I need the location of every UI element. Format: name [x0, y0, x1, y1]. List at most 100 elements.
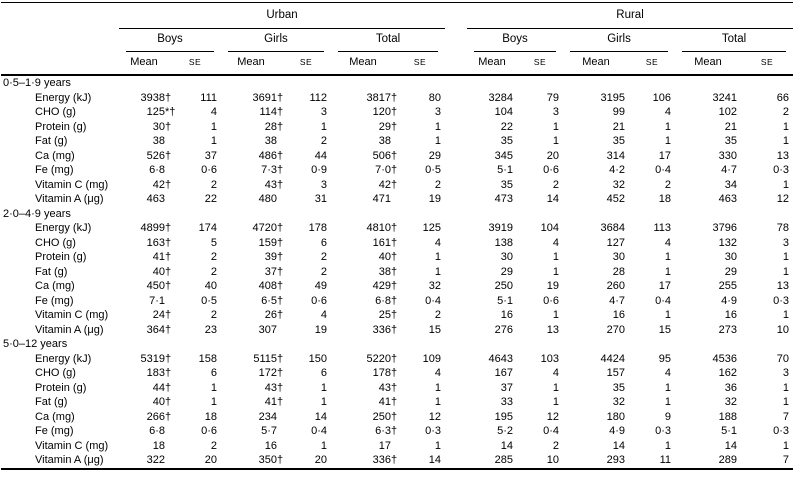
- se-value: 1: [434, 120, 442, 133]
- nutrient-label: Vitamin A (μg): [35, 454, 104, 466]
- se-value: 1: [210, 396, 217, 408]
- se-value: 66: [776, 91, 790, 104]
- mean-value: 3284: [488, 91, 514, 104]
- nutrient-label: Ca (mg): [35, 410, 75, 423]
- se-value: 1: [552, 135, 560, 147]
- mean-value: 40†: [152, 396, 172, 408]
- se-value: 1: [664, 120, 672, 133]
- table-row: Fe (mg) 6·8 0·6 5·7 0·4 6·3† 0·3 5·2 0·4 4·9 0·3 5·…: [1, 424, 793, 439]
- table-row: Ca (mg) 266† 18 234 14 250† 12 195 12 180 9 188 7: [1, 410, 793, 425]
- mean-value: 43†: [378, 381, 398, 394]
- mean-value: 3919: [488, 222, 514, 234]
- table-row: Fe (mg) 6·8 0·6 7·3† 0·9 7·0† 0·5 5·1 0·6 4·2 0·4 4…: [1, 163, 793, 178]
- mean-value: 102: [718, 106, 738, 118]
- se-value: 1: [782, 265, 790, 278]
- se-value: 178: [308, 222, 327, 234]
- table-header: Urban Rural Boys Girls Total Boys Girls …: [1, 2, 794, 76]
- se-value: 106: [652, 91, 672, 104]
- se-value: 3: [320, 178, 327, 191]
- se-value: 1: [434, 381, 442, 394]
- column-spacer: [445, 236, 467, 251]
- mean-value: 138: [494, 236, 514, 249]
- column-spacer: [445, 163, 467, 178]
- se-value: 104: [540, 222, 560, 234]
- se-header: SE: [281, 52, 331, 76]
- se-value: 174: [198, 222, 217, 234]
- mean-value: 41†: [264, 396, 284, 408]
- age-group-label: 5·0–12 years: [3, 338, 68, 350]
- se-value: 19: [428, 193, 442, 205]
- se-value: 20: [314, 454, 327, 466]
- mean-header: Mean: [221, 52, 281, 76]
- se-value: 2: [320, 251, 327, 263]
- se-value: 0·3: [425, 425, 442, 437]
- table-row: CHO (g) 125*† 4 114† 3 120† 3 104 3 99 4 102 2: [1, 105, 793, 120]
- mean-value: 4424: [600, 352, 626, 365]
- table-row: Vitamin C (mg) 42† 2 43† 3 42† 2 35 2 32 2 34 1: [1, 178, 793, 193]
- mean-value: 178†: [372, 367, 398, 379]
- se-value: 17: [658, 280, 672, 292]
- mean-value: 307: [258, 323, 277, 336]
- se-value: 0·3: [773, 164, 790, 176]
- subgroup-header-urban-total: Total: [331, 29, 445, 52]
- mean-value: 14: [500, 439, 514, 452]
- nutrient-label: Fat (g): [35, 135, 68, 147]
- mean-value: 480: [258, 193, 277, 205]
- column-spacer: [445, 308, 467, 323]
- region-header-rural: Rural: [467, 2, 794, 29]
- column-spacer: [445, 3, 467, 29]
- mean-value: 167: [494, 367, 514, 379]
- se-value: 1: [782, 178, 790, 191]
- se-value: 5: [210, 236, 217, 249]
- mean-value: 408†: [258, 280, 284, 292]
- mean-value: 44†: [152, 381, 172, 394]
- table-row: Fat (g) 40† 1 41† 1 41† 1 33 1 32 1 32 1: [1, 395, 793, 410]
- mean-value: 3195: [600, 91, 626, 104]
- se-value: 1: [552, 265, 560, 278]
- mean-value: 3241: [712, 91, 738, 104]
- se-header: SE: [629, 52, 676, 76]
- nutrient-label: Protein (g): [35, 251, 87, 263]
- mean-value: 183†: [146, 367, 172, 379]
- mean-value: 132: [718, 236, 738, 249]
- mean-value: 38: [264, 135, 277, 147]
- mean-value: 14: [724, 439, 738, 452]
- se-value: 40: [204, 280, 217, 292]
- subgroup-header-rural-total: Total: [675, 29, 793, 52]
- column-spacer: [445, 105, 467, 120]
- mean-value: 289: [718, 454, 738, 466]
- column-spacer: [445, 250, 467, 265]
- se-value: 0·3: [773, 425, 790, 437]
- mean-header: Mean: [119, 52, 169, 76]
- table-row: Vitamin A (μg) 364† 23 307 19 336† 15 276 13 270 1…: [1, 323, 793, 338]
- column-spacer: [445, 453, 467, 469]
- mean-value: 21: [724, 120, 738, 133]
- se-value: 17: [658, 149, 672, 162]
- se-value: 29: [428, 149, 442, 162]
- table-row: Vitamin A (μg) 463 22 480 31 471 19 473 14 452 18 4…: [1, 192, 793, 207]
- mean-value: 506†: [372, 149, 398, 162]
- se-value: 13: [776, 149, 790, 162]
- se-value: 1: [434, 396, 442, 408]
- se-value: 1: [782, 251, 790, 263]
- se-value: 19: [546, 280, 560, 292]
- subgroup-header-rural-girls: Girls: [563, 29, 675, 52]
- age-group-row: 0·5–1·9 years: [1, 75, 793, 91]
- se-value: 70: [776, 352, 790, 365]
- nutrient-label: Protein (g): [35, 381, 87, 394]
- subgroup-header-row: Boys Girls Total Boys Girls Total: [1, 29, 793, 52]
- mean-value: 322: [146, 454, 165, 466]
- mean-value: 195: [494, 410, 514, 423]
- se-value: 14: [428, 454, 442, 466]
- se-value: 1: [210, 381, 217, 394]
- column-spacer: [445, 366, 467, 381]
- mean-value: 255: [718, 280, 738, 292]
- age-group-label: 2·0–4·9 years: [3, 207, 71, 220]
- se-value: 4: [552, 367, 560, 379]
- mean-value: 43†: [264, 381, 284, 394]
- se-value: 78: [776, 222, 790, 234]
- se-value: 4: [552, 236, 560, 249]
- nutrient-label: Protein (g): [35, 120, 87, 133]
- mean-value: 5·1: [497, 294, 514, 307]
- se-value: 37: [204, 149, 217, 162]
